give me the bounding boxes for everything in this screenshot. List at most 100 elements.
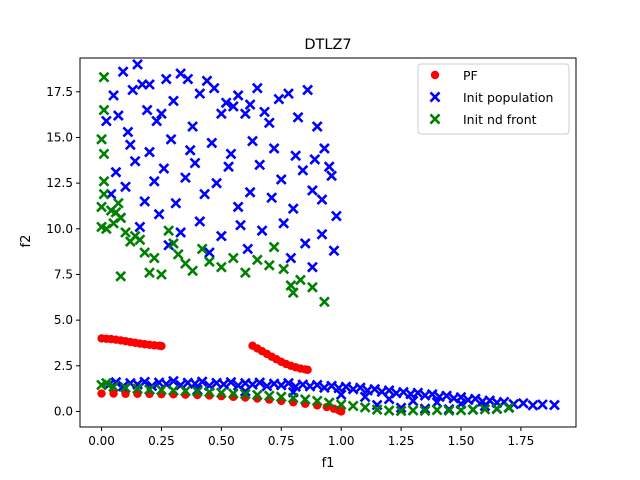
data-point [254,159,266,171]
data-point [306,281,318,293]
data-point [407,395,419,407]
data-point [287,392,299,404]
data-point [326,170,338,182]
x-tick-label: 1.50 [448,434,475,448]
data-point [194,88,206,100]
data-point [431,404,443,416]
y-tick-label: 5.0 [54,313,73,327]
legend-box [417,63,570,135]
data-point [263,390,275,402]
data-point [283,377,294,389]
data-point [194,216,206,227]
x-tick-label: 0.75 [268,434,295,448]
data-point [354,382,366,394]
x-tick-label: 0.25 [148,434,175,448]
data-point [144,384,155,395]
data-point [259,106,270,118]
data-point [323,161,335,173]
data-point [98,175,110,187]
data-point [287,203,299,215]
data-point [467,404,479,416]
data-point [419,405,431,417]
data-point [211,177,223,189]
data-point [218,378,230,390]
data-point [244,186,256,198]
data-point [239,385,251,397]
data-point [115,212,127,224]
data-point [148,252,160,264]
data-point [266,192,278,204]
data-point [97,389,106,398]
data-point [347,400,359,412]
data-point [141,104,153,116]
data-point [244,99,256,111]
y-tick-label: 0.0 [54,404,73,418]
y-tick-label: 7.5 [54,267,73,281]
data-point [479,403,491,415]
data-point [330,210,342,222]
data-point [316,194,328,206]
data-point [426,388,438,400]
data-point [247,379,258,391]
data-point [160,73,172,85]
data-point [151,115,163,127]
data-point [98,104,110,116]
data-point [170,197,182,209]
data-point [196,376,208,388]
data-point [165,133,177,145]
data-point [322,402,332,412]
data-point [309,153,321,165]
data-point [182,73,194,85]
data-point [287,287,299,299]
data-point [179,172,191,184]
data-point [407,404,419,416]
data-point [285,279,297,291]
data-point [144,79,155,90]
data-point [110,166,122,178]
data-point [98,71,110,83]
data-point [179,258,191,269]
data-point [263,259,275,271]
data-point [139,376,151,388]
data-point [98,188,110,200]
data-point [537,399,548,410]
legend-label-pf: PF [463,68,478,83]
data-point [168,95,179,107]
y-tick-label: 12.5 [46,176,73,190]
data-point [223,161,234,173]
data-point [172,248,184,260]
data-point [268,142,280,154]
data-point [120,382,131,394]
data-point [139,195,151,207]
data-point [318,142,330,154]
data-point [96,133,108,145]
data-point [256,225,268,237]
legend-marker-init-population [429,91,441,103]
data-point [227,388,239,400]
data-point [263,117,275,129]
data-point [302,84,314,96]
data-point [124,139,136,151]
data-point [144,146,155,158]
data-point [115,270,127,282]
data-point [108,381,119,393]
y-tick-label: 10.0 [46,222,73,236]
data-point [112,197,124,209]
data-point [299,237,311,249]
init-population-marker [429,91,441,103]
data-point [109,389,118,398]
data-point [199,188,211,200]
data-point [326,380,338,392]
data-point [110,376,122,388]
data-point [455,404,467,416]
data-point [225,376,237,388]
data-point [306,261,318,273]
data-point [235,219,246,231]
data-point [168,385,179,396]
data-point [412,387,424,399]
data-point [144,267,155,279]
data-point [163,225,175,237]
data-point [117,66,129,78]
legend: PF Init population Init nd front [417,63,570,135]
init-nd-front-marker [429,113,441,125]
